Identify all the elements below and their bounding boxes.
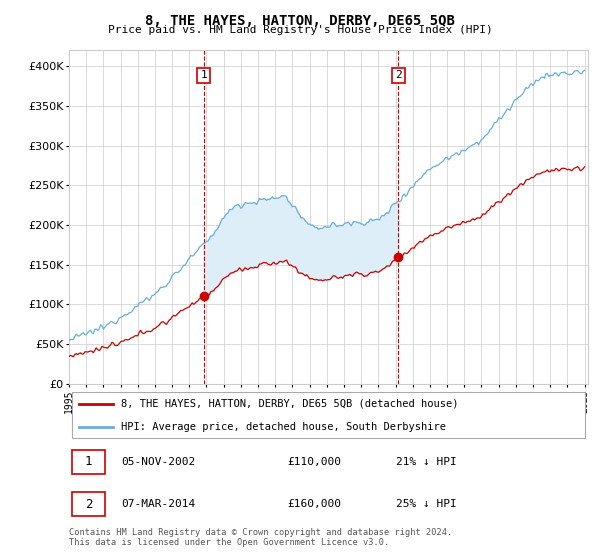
FancyBboxPatch shape [71,492,106,516]
Text: 8, THE HAYES, HATTON, DERBY, DE65 5QB: 8, THE HAYES, HATTON, DERBY, DE65 5QB [145,14,455,28]
Text: 25% ↓ HPI: 25% ↓ HPI [396,499,457,509]
Text: 1: 1 [200,71,207,81]
Text: Price paid vs. HM Land Registry's House Price Index (HPI): Price paid vs. HM Land Registry's House … [107,25,493,35]
Text: 1: 1 [85,455,92,468]
Text: 07-MAR-2014: 07-MAR-2014 [121,499,195,509]
Text: Contains HM Land Registry data © Crown copyright and database right 2024.
This d: Contains HM Land Registry data © Crown c… [69,528,452,547]
Text: 05-NOV-2002: 05-NOV-2002 [121,457,195,467]
FancyBboxPatch shape [71,393,585,437]
Text: £110,000: £110,000 [287,457,341,467]
Text: 8, THE HAYES, HATTON, DERBY, DE65 5QB (detached house): 8, THE HAYES, HATTON, DERBY, DE65 5QB (d… [121,399,458,409]
Text: 2: 2 [395,71,402,81]
Text: £160,000: £160,000 [287,499,341,509]
FancyBboxPatch shape [71,450,106,474]
Text: 2: 2 [85,498,92,511]
Text: 21% ↓ HPI: 21% ↓ HPI [396,457,457,467]
Text: HPI: Average price, detached house, South Derbyshire: HPI: Average price, detached house, Sout… [121,422,446,432]
